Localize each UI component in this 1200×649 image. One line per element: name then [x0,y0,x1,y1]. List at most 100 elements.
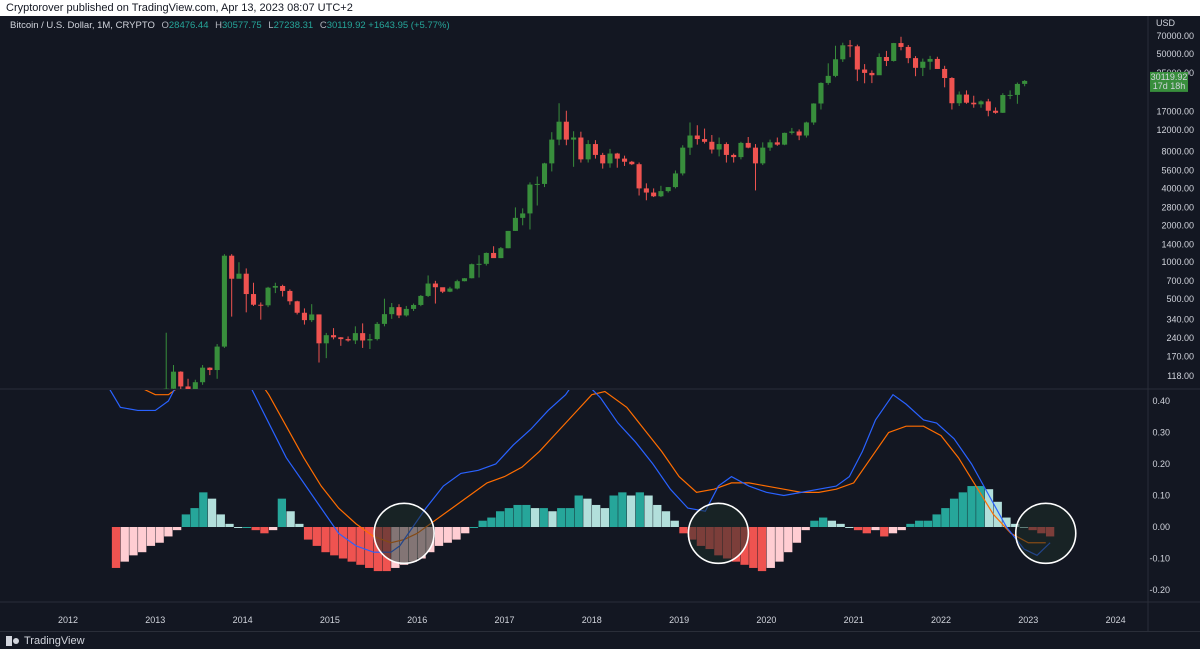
price-tick-label: 17000.00 [1156,106,1194,116]
macd-histogram-bar [670,520,679,527]
time-tick-label: 2018 [582,615,602,625]
candle-body [658,191,664,197]
candle-body [811,103,817,123]
macd-histogram-bar [653,504,662,527]
candle-body [236,273,242,279]
candle-body [454,281,460,289]
candle-body [360,333,366,341]
macd-histogram-bar [635,492,644,527]
candle-body [942,68,948,79]
close-label: C [319,20,327,31]
macd-histogram-bar [548,511,557,527]
candle-body [178,371,184,387]
candle-body [665,187,671,192]
candle-body [527,184,533,214]
price-tick-label: 500.00 [1166,294,1194,304]
high-label: H [215,20,223,31]
candle-body [847,45,853,47]
candle-body [672,173,679,188]
candle-body [905,46,911,59]
macd-histogram-bar [452,527,461,540]
candle-body [447,288,453,292]
macd-histogram-bar [592,504,601,527]
chart-canvas[interactable]: USD70000.0050000.0035000.0017000.0012000… [0,16,1200,631]
candle-body [250,294,257,305]
macd-histogram-bar [906,523,915,527]
macd-histogram-bar [574,495,583,527]
macd-histogram-bar [862,527,871,534]
time-tick-label: 2023 [1018,615,1038,625]
candle-body [687,135,693,148]
symbol-name[interactable]: Bitcoin / U.S. Dollar, 1M, CRYPTO [10,20,155,31]
candle-body [600,154,606,164]
macd-histogram-bar [775,527,784,562]
macd-histogram-bar [172,527,182,531]
time-tick-label: 2024 [1106,615,1126,625]
macd-histogram-bar [129,527,138,556]
price-tick-label: 1000.00 [1161,257,1194,267]
candle-body [221,255,227,347]
price-tick-label: 50000.00 [1156,49,1194,59]
tradingview-logo-icon [6,636,20,646]
candle-body [541,163,548,184]
macd-tick-label: 0.00 [1152,522,1170,532]
candle-body [280,285,286,291]
macd-histogram-bar [478,520,487,527]
macd-histogram-bar [565,508,575,527]
candle-body [309,314,315,321]
time-tick-label: 2021 [844,615,864,625]
candle-body [898,43,904,47]
candle-body [752,147,759,164]
macd-histogram-bar [880,527,889,537]
macd-histogram-bar [853,527,863,531]
candle-body [265,287,271,306]
candle-body [498,248,504,259]
macd-histogram-bar [827,520,837,527]
candle-body [389,307,395,315]
candle-body [592,144,598,155]
macd-histogram-bar [513,504,522,527]
price-tick-label: 4000.00 [1161,183,1194,193]
macd-histogram-bar [251,527,260,531]
low-label: L [268,20,274,31]
price-tick-label: 340.00 [1166,315,1194,325]
candle-body [432,283,438,288]
candle-body [163,388,169,389]
macd-histogram-bar [155,527,164,543]
price-tick-label: 1400.00 [1161,239,1194,249]
macd-histogram-bar [181,514,191,527]
candle-body [971,102,977,105]
time-tick-label: 2012 [58,615,78,625]
candle-body [294,301,300,313]
macd-histogram-bar [958,492,967,527]
candle-body [512,217,518,231]
price-axis-unit: USD [1156,18,1176,28]
open-value: 28476.44 [168,20,209,31]
candle-body [767,142,773,148]
candle-body [396,307,402,316]
tradingview-logo[interactable]: TradingView [6,635,85,647]
candle-body [876,56,882,76]
candle-body [840,45,846,60]
macd-histogram-bar [356,527,365,565]
candle-body [883,56,889,61]
candle-body [556,121,562,140]
candle-body [200,367,206,383]
macd-line [109,390,1051,557]
publisher-bar: Cryptorover published on TradingView.com… [0,0,1200,16]
candle-body [258,304,264,306]
published-text: Cryptorover published on TradingView.com… [6,2,353,14]
candle-body [345,339,351,341]
candle-body [469,264,475,279]
macd-histogram-bar [469,527,479,528]
macd-histogram-bar [269,527,278,531]
footer-bar: TradingView [0,631,1200,649]
macd-histogram-bar [583,498,592,527]
candle-body [461,278,468,282]
candle-body [927,58,933,62]
candle-body [374,323,380,340]
time-tick-label: 2013 [145,615,165,625]
candle-body [418,295,424,305]
candle-body [1022,80,1028,84]
macd-histogram-bar [347,527,356,562]
